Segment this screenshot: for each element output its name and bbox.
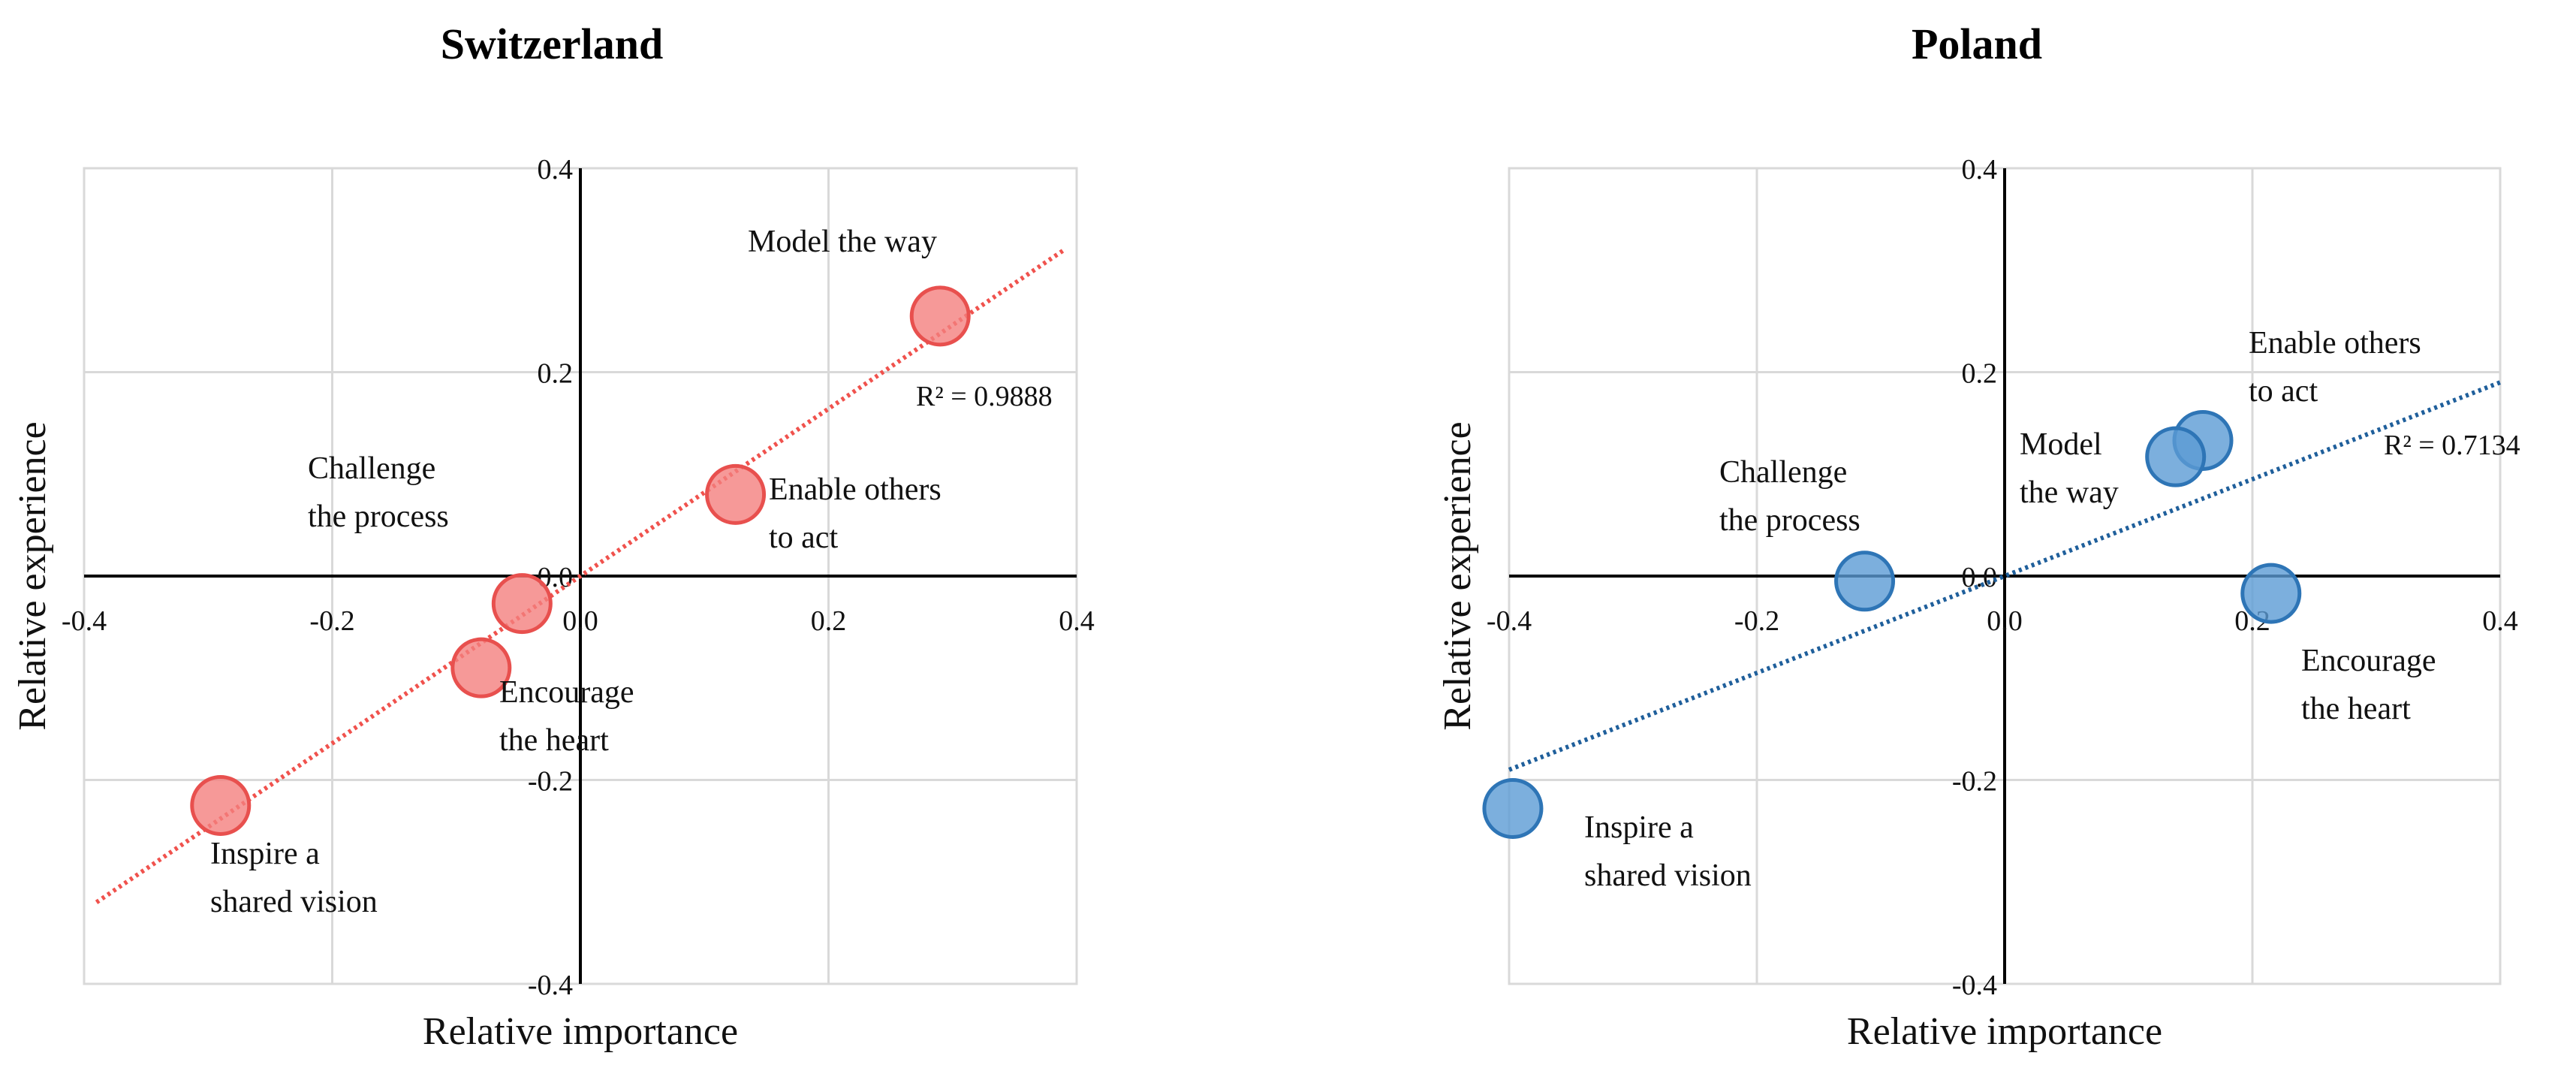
point-label-line: Encourage xyxy=(499,675,634,710)
point-label-model-the-way: Model the way xyxy=(2020,427,2119,510)
r-squared-label: R² = 0.7134 xyxy=(2384,430,2520,461)
data-point-encourage-the-heart xyxy=(450,637,512,698)
point-label-line: Challenge xyxy=(1719,455,1847,490)
point-label-line: the process xyxy=(308,499,449,534)
point-label-line: Enable others xyxy=(769,472,942,507)
point-label-line: Challenge xyxy=(308,451,435,486)
x-tick-label: 0.0 xyxy=(1987,605,2023,637)
point-label-challenge-the-process: Challenge the process xyxy=(308,451,449,534)
point-label-enable-others-to-act: Enable others to act xyxy=(2249,326,2421,409)
y-tick-label: 0.4 xyxy=(1962,154,1998,186)
y-tick-label: 0.0 xyxy=(1962,562,1998,593)
point-label-line: the way xyxy=(2020,475,2119,510)
point-label-line: Enable others xyxy=(2249,326,2421,361)
y-tick-label: 0.4 xyxy=(538,154,574,186)
point-label-line: Model the way xyxy=(748,225,937,259)
y-tick-label: -0.2 xyxy=(1952,766,1997,798)
y-tick-label: -0.2 xyxy=(528,766,573,798)
data-point-model-the-way xyxy=(909,285,971,347)
point-label-enable-others-to-act: Enable others to act xyxy=(769,472,942,555)
point-label-inspire-a-shared-vision: Inspire a shared vision xyxy=(210,837,378,919)
point-label-line: to act xyxy=(2249,374,2318,409)
trendline xyxy=(1508,380,2502,772)
point-label-line: Model xyxy=(2020,427,2102,462)
data-point-model-the-way xyxy=(2145,426,2207,487)
x-tick-label: 0.4 xyxy=(2482,605,2518,637)
data-point-encourage-the-heart xyxy=(2240,563,2302,624)
point-label-inspire-a-shared-vision: Inspire a shared vision xyxy=(1584,810,1752,893)
point-label-model-the-way: Model the way xyxy=(748,225,937,259)
point-label-line: the heart xyxy=(2301,692,2411,726)
point-label-line: Inspire a xyxy=(1584,810,1694,845)
x-tick-label: -0.4 xyxy=(1487,605,1532,637)
switzerland-chart: Switzerland-0.4 -0.2 0.0 0.2 0.40.40.20.0-0.… xyxy=(11,20,1095,1053)
x-axis-label: Relative importance xyxy=(423,1010,738,1053)
x-tick-label: -0.2 xyxy=(1734,605,1779,637)
point-label-line: to act xyxy=(769,520,838,555)
y-tick-label: 0.2 xyxy=(1962,358,1998,390)
poland-chart: Poland-0.4 -0.2 0.0 0.2 0.40.40.20.0-0.2-0.4… xyxy=(1436,20,2520,1053)
x-axis-label: Relative importance xyxy=(1847,1010,2162,1053)
x-tick-label: -0.4 xyxy=(62,605,107,637)
point-label-line: the process xyxy=(1719,503,1860,538)
y-tick-label: -0.4 xyxy=(1952,970,1997,1001)
point-label-line: the heart xyxy=(499,723,609,758)
chart-title: Poland xyxy=(1912,20,2042,68)
data-point-inspire-a-shared-vision xyxy=(1482,778,1544,840)
y-tick-label: 0.2 xyxy=(538,358,574,390)
point-label-challenge-the-process: Challenge the process xyxy=(1719,455,1860,538)
data-point-challenge-the-process xyxy=(491,573,553,635)
data-point-challenge-the-process xyxy=(1834,551,1896,612)
point-label-line: Inspire a xyxy=(210,837,320,871)
point-label-encourage-the-heart: Encourage the heart xyxy=(2301,644,2436,726)
x-tick-label: -0.2 xyxy=(309,605,354,637)
point-label-encourage-the-heart: Encourage the heart xyxy=(499,675,634,758)
point-label-line: Encourage xyxy=(2301,644,2436,678)
data-point-enable-others-to-act xyxy=(705,463,767,525)
y-axis-label: Relative experience xyxy=(11,421,54,730)
x-tick-label: 0.2 xyxy=(811,605,847,637)
x-tick-label: 0.0 xyxy=(562,605,598,637)
point-label-line: shared vision xyxy=(210,885,378,919)
y-tick-label: -0.4 xyxy=(528,970,573,1001)
trendline xyxy=(95,248,1066,904)
chart-title: Switzerland xyxy=(441,20,663,68)
y-axis-label: Relative experience xyxy=(1436,421,1479,730)
r-squared-label: R² = 0.9888 xyxy=(916,381,1053,412)
point-label-line: shared vision xyxy=(1584,858,1752,893)
x-tick-label: 0.4 xyxy=(1059,605,1095,637)
data-point-inspire-a-shared-vision xyxy=(190,774,252,836)
